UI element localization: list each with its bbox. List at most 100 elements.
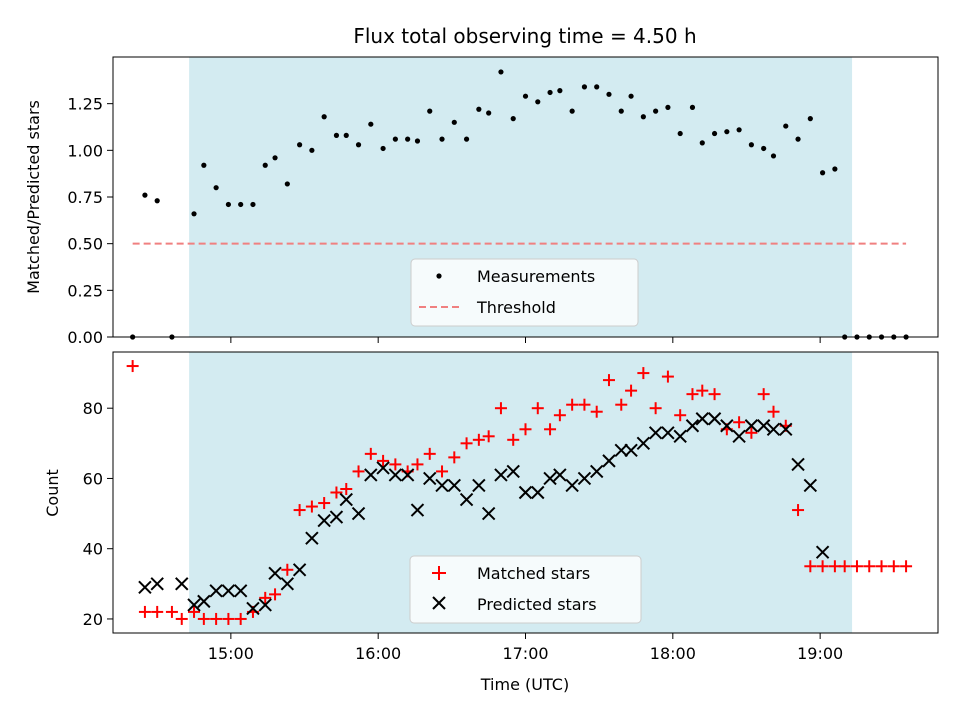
matched-star-point	[318, 497, 331, 510]
matched-star-point	[472, 433, 485, 446]
predicted-star-point	[364, 468, 378, 482]
measurement-point	[689, 104, 696, 110]
matched-star-point	[330, 486, 343, 499]
predicted-star-point	[602, 454, 616, 468]
matched-star-point	[696, 384, 709, 397]
predicted-star-point	[565, 478, 579, 493]
predicted-star-point	[400, 468, 415, 482]
measurement-point	[699, 140, 705, 146]
top-panel: 0.00 0.25 0.50 0.75 1.00 1.25 Matched/Predict…	[24, 56, 939, 347]
matched-star-point	[887, 560, 900, 573]
bottom-x-ticks: 15:00 16:00 17:00 18:00 19:00	[208, 633, 843, 663]
matched-star-point	[531, 402, 544, 415]
measurement-point	[272, 155, 278, 161]
measurement-point	[795, 136, 801, 142]
matched-star-point	[138, 605, 151, 618]
predicted-star-point	[175, 577, 189, 591]
predicted-star-point	[756, 419, 771, 433]
measurement-point	[321, 114, 327, 120]
predicted-star-point	[815, 545, 830, 559]
measurement-point	[463, 136, 470, 142]
matched-star-point	[436, 465, 449, 478]
predicted-star-point	[246, 601, 260, 616]
predicted-star-point	[268, 566, 282, 580]
measurement-point	[486, 110, 492, 116]
predicted-star-point	[553, 468, 567, 482]
measurement-point	[606, 91, 612, 97]
bottom-marks	[126, 360, 913, 625]
predicted-star-point	[435, 478, 449, 493]
matched-star-point	[234, 612, 247, 625]
predicted-star-point	[305, 531, 319, 545]
matched-star-point	[269, 588, 282, 601]
predicted-star-point	[744, 419, 759, 433]
top-y-tick-label: 1.00	[67, 141, 103, 160]
matched-star-point	[757, 388, 770, 401]
measurement-point	[581, 84, 588, 90]
matched-star-point	[352, 465, 365, 478]
measurement-point	[309, 147, 315, 153]
predicted-star-point	[150, 577, 164, 591]
matched-star-point	[259, 591, 272, 604]
measurement-point	[547, 89, 553, 96]
measurement-point	[225, 201, 232, 208]
measurement-point	[250, 201, 256, 208]
measurement-point	[392, 136, 398, 142]
predicted-star-point	[209, 584, 223, 598]
top-legend-box	[410, 258, 639, 327]
predicted-star-point	[472, 478, 486, 493]
legend-matched-marker	[432, 566, 446, 580]
measurement-point	[154, 198, 160, 204]
measurement-point	[724, 129, 730, 135]
measurement-point	[510, 116, 516, 122]
predicted-star-point	[506, 464, 520, 479]
measurement-point	[439, 136, 445, 142]
bot-y-tick-label: 60	[83, 469, 103, 488]
matched-star-point	[544, 423, 557, 436]
matched-star-point	[615, 398, 628, 411]
top-x-ticks	[230, 337, 821, 343]
matched-star-point	[423, 447, 436, 460]
predicted-star-point	[280, 577, 295, 591]
matched-star-point	[602, 374, 615, 387]
predicted-star-point	[494, 468, 508, 482]
legend-measurements-label: Measurements	[477, 267, 595, 286]
matched-star-point	[305, 500, 318, 513]
matched-star-point	[733, 416, 746, 429]
measurement-point	[201, 162, 207, 168]
matched-star-point	[389, 458, 402, 471]
measurement-point	[297, 142, 303, 148]
predicted-star-point	[339, 492, 353, 507]
matched-star-point	[340, 482, 353, 495]
bot-y-tick-label: 20	[83, 610, 103, 629]
predicted-star-point	[447, 478, 462, 493]
predicted-star-point	[197, 594, 211, 609]
legend-measurements-marker	[436, 273, 442, 279]
predicted-star-point	[329, 510, 344, 524]
predicted-star-point	[423, 471, 437, 486]
x-tick-label: 15:00	[208, 644, 254, 663]
bottom-y-axis-label: Count	[43, 469, 62, 517]
predicted-star-point	[292, 563, 307, 577]
top-y-ticks: 0.00 0.25 0.50 0.75 1.00 1.25	[67, 95, 113, 347]
measurement-point	[284, 181, 290, 187]
matched-star-point	[838, 560, 851, 573]
matched-star-point	[863, 560, 876, 573]
predicted-star-point	[766, 422, 781, 436]
matched-star-point	[482, 430, 495, 443]
measurement-point	[770, 153, 777, 159]
matched-star-point	[661, 370, 674, 383]
top-y-tick-label: 0.75	[67, 188, 103, 207]
top-y-tick-label: 0.25	[67, 281, 103, 300]
measurement-point	[783, 123, 789, 129]
matched-star-point	[494, 402, 507, 415]
legend-predicted-label: Predicted stars	[477, 595, 597, 614]
predicted-star-point	[707, 412, 722, 426]
matched-star-point	[126, 360, 139, 373]
matched-star-point	[197, 612, 210, 625]
measurement-point	[451, 119, 457, 125]
predicted-star-point	[388, 468, 403, 482]
predicted-star-point	[720, 419, 734, 433]
measurement-point	[640, 114, 646, 120]
